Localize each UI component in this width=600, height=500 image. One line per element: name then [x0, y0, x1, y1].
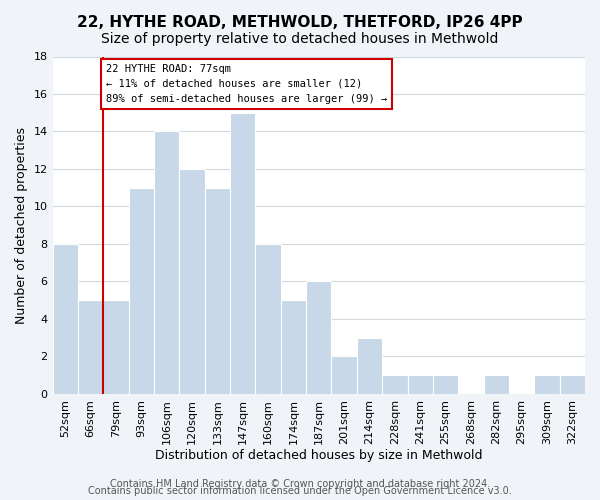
- Text: Contains public sector information licensed under the Open Government Licence v3: Contains public sector information licen…: [88, 486, 512, 496]
- Text: Contains HM Land Registry data © Crown copyright and database right 2024.: Contains HM Land Registry data © Crown c…: [110, 479, 490, 489]
- Bar: [103, 300, 128, 394]
- Bar: [128, 188, 154, 394]
- Bar: [281, 300, 306, 394]
- Bar: [484, 375, 509, 394]
- Bar: [382, 375, 407, 394]
- Bar: [331, 356, 357, 394]
- Bar: [205, 188, 230, 394]
- Text: Size of property relative to detached houses in Methwold: Size of property relative to detached ho…: [101, 32, 499, 46]
- Bar: [433, 375, 458, 394]
- Text: 22, HYTHE ROAD, METHWOLD, THETFORD, IP26 4PP: 22, HYTHE ROAD, METHWOLD, THETFORD, IP26…: [77, 15, 523, 30]
- Bar: [230, 112, 256, 394]
- X-axis label: Distribution of detached houses by size in Methwold: Distribution of detached houses by size …: [155, 450, 482, 462]
- Bar: [179, 169, 205, 394]
- Bar: [53, 244, 78, 394]
- Text: 22 HYTHE ROAD: 77sqm
← 11% of detached houses are smaller (12)
89% of semi-detac: 22 HYTHE ROAD: 77sqm ← 11% of detached h…: [106, 64, 387, 104]
- Y-axis label: Number of detached properties: Number of detached properties: [15, 126, 28, 324]
- Bar: [78, 300, 103, 394]
- Bar: [534, 375, 560, 394]
- Bar: [256, 244, 281, 394]
- Bar: [357, 338, 382, 394]
- Bar: [306, 282, 331, 394]
- Bar: [407, 375, 433, 394]
- Bar: [560, 375, 585, 394]
- Bar: [154, 132, 179, 394]
